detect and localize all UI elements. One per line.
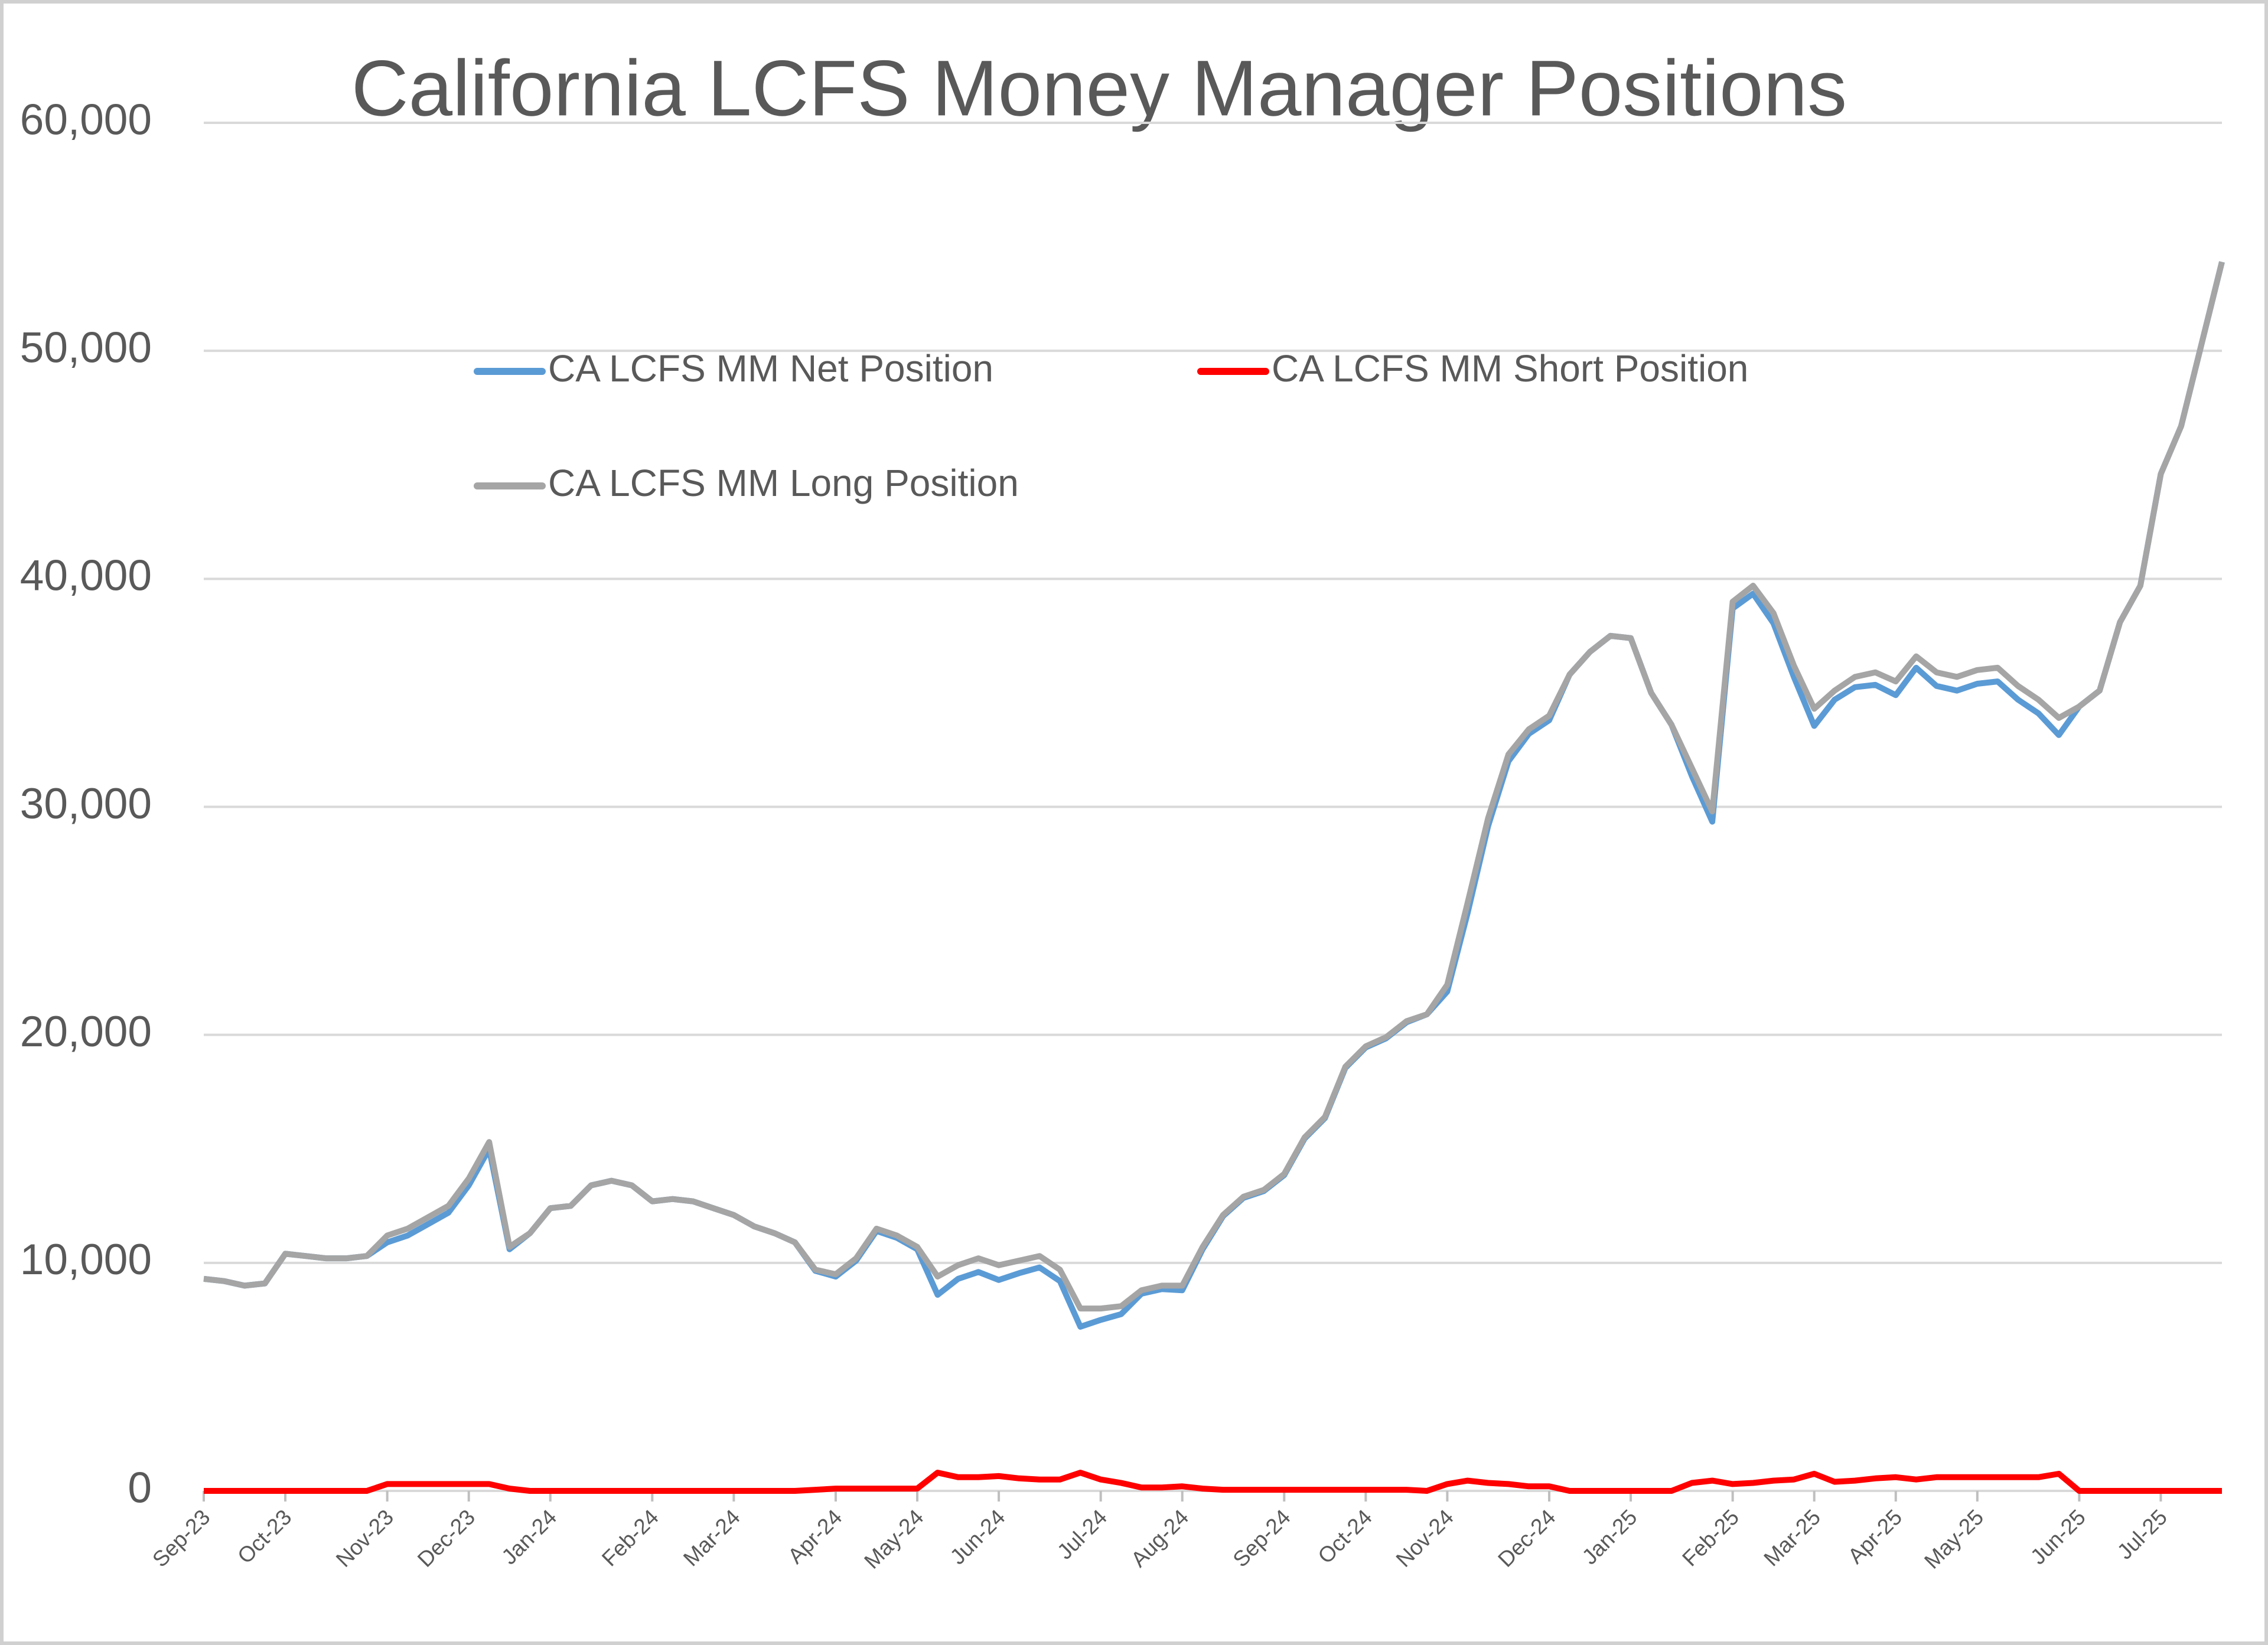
y-tick-label: 40,000 bbox=[20, 552, 152, 600]
legend-label: CA LCFS MM Long Position bbox=[548, 462, 1019, 504]
y-tick-label: 20,000 bbox=[20, 1008, 152, 1056]
legend-label: CA LCFS MM Short Position bbox=[1272, 347, 1748, 390]
series-line bbox=[204, 1470, 2222, 1494]
y-tick-label: 10,000 bbox=[20, 1236, 152, 1284]
legend-label: CA LCFS MM Net Position bbox=[548, 347, 993, 390]
y-tick-label: 60,000 bbox=[20, 96, 152, 143]
y-tick-label: 0 bbox=[128, 1464, 152, 1512]
y-tick-label: 30,000 bbox=[20, 780, 152, 828]
y-tick-label: 50,000 bbox=[20, 324, 152, 371]
chart-title: California LCFS Money Manager Positions bbox=[351, 44, 1847, 132]
series-line bbox=[203, 261, 2225, 1312]
